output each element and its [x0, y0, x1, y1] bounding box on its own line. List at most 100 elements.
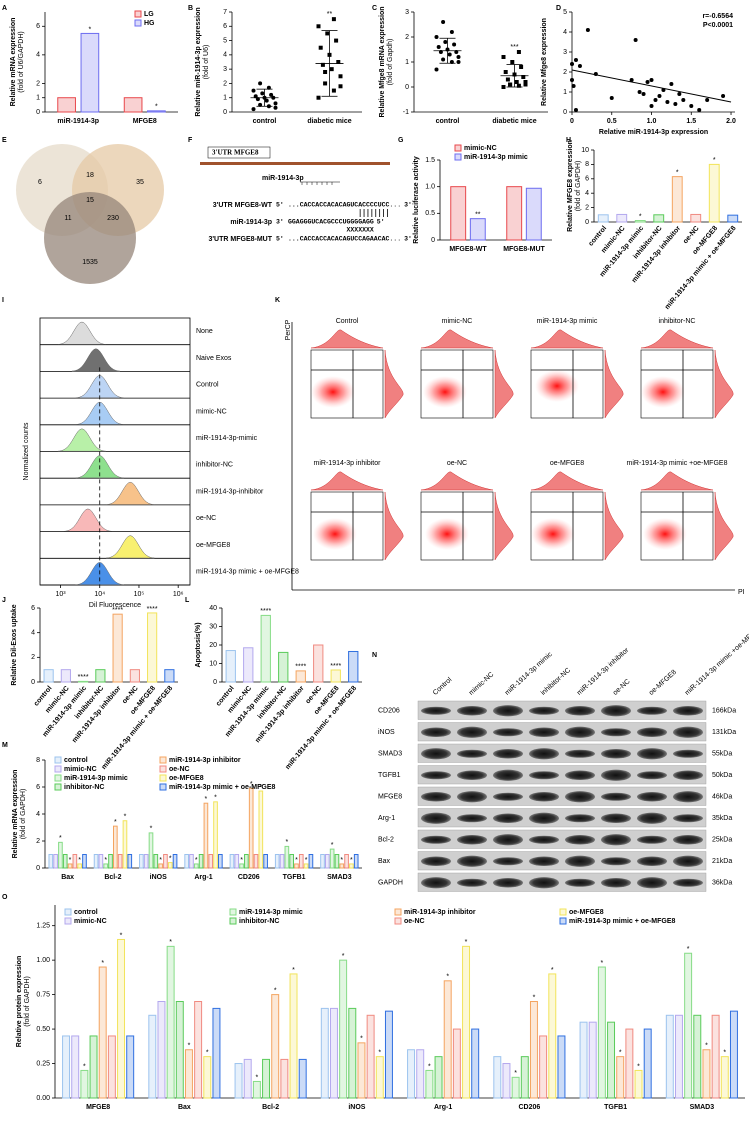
right-histogram: [384, 349, 404, 419]
data-point: [273, 101, 278, 106]
blot-band: [457, 855, 487, 867]
utr-label-box: [207, 146, 271, 159]
x-tick-label: Bcl-2: [104, 874, 121, 881]
bar: [529, 1001, 538, 1099]
bar: [239, 863, 244, 869]
y-tick-label: 0.00: [36, 1095, 50, 1102]
significance: *: [259, 784, 262, 791]
x-tick-label: TGFB1: [604, 1104, 627, 1111]
bar: [117, 938, 126, 1099]
size-label: 50kDa: [712, 772, 732, 779]
plot-title: miR-1914-3p inhibitor: [314, 460, 382, 467]
significance: *: [292, 967, 295, 974]
bar: [175, 1001, 184, 1099]
bar: [139, 854, 144, 869]
blot-band: [493, 748, 523, 759]
significance: ****: [78, 674, 89, 681]
blot-band: [673, 834, 703, 845]
right-histogram: [714, 349, 734, 419]
significance: ****: [147, 606, 158, 613]
data-point: [449, 30, 454, 34]
bar: [95, 669, 106, 683]
blot-strip: [417, 722, 707, 742]
bar: [450, 186, 467, 241]
bar: [112, 613, 123, 683]
y-axis-label: Relative mRNA expression: [10, 18, 17, 107]
bar: [271, 994, 280, 1099]
bar: [117, 854, 123, 869]
utr-bar: [200, 162, 390, 165]
x-tick-label: iNOS: [348, 1104, 365, 1111]
y-tick-label: 0.50: [36, 1026, 50, 1033]
data-point: [325, 31, 330, 36]
seq-end: 3': [404, 236, 412, 243]
bar: [384, 1010, 393, 1099]
y-axis-label: Relative Mfge8 mRNA expression: [379, 7, 386, 118]
y-tick-label: 20: [209, 642, 217, 649]
bar: [126, 1035, 135, 1099]
legend-label: miR-1914-3p mimic: [464, 154, 528, 161]
y-tick-label: 2: [585, 204, 589, 211]
significance: *: [155, 104, 158, 111]
bar: [469, 218, 486, 241]
x-axis-label: Relative miR-1914-3p expression: [599, 129, 708, 136]
bar: [711, 1014, 720, 1099]
lane-label: mimic-NC: [468, 671, 496, 697]
significance: *: [89, 26, 92, 33]
blot-band: [529, 856, 559, 867]
bar: [298, 854, 304, 869]
y-tick-label: 0: [31, 679, 35, 686]
y-tick-label: 0: [585, 219, 589, 226]
bar: [295, 670, 306, 683]
seq-site: ACCCCUCC: [358, 202, 389, 209]
bar: [674, 1014, 683, 1099]
bar: [653, 214, 665, 223]
x-tick-label: CD206: [238, 874, 260, 881]
bar: [597, 214, 609, 223]
blot-strip: [417, 851, 707, 871]
significance: *: [195, 857, 198, 864]
blot-band: [637, 835, 667, 844]
plot-title: miR-1914-3p mimic +oe-MFGE8: [627, 460, 728, 467]
blot-band: [673, 878, 703, 887]
significance: *: [601, 960, 604, 967]
y-axis-label: Relative miR-1914-3p expression: [195, 7, 202, 116]
bar: [693, 1014, 702, 1099]
data-point: [633, 38, 638, 42]
data-point: [501, 55, 506, 59]
legend-swatch: [64, 908, 72, 916]
bar: [520, 1056, 529, 1099]
annotation: P<0.0001: [703, 22, 733, 29]
top-histogram: [420, 471, 494, 491]
bar: [493, 1056, 502, 1099]
y-tick-label: 4: [36, 52, 40, 59]
panel-label: L: [185, 597, 190, 604]
bar: [123, 97, 143, 113]
bar: [147, 110, 166, 113]
bar: [80, 32, 100, 113]
row-label: 3'UTR MFGE8-MUT: [209, 236, 273, 243]
histogram-peak: [106, 481, 155, 505]
bar: [189, 854, 194, 869]
plot-title: oe-MFGE8: [550, 460, 584, 467]
data-point: [577, 64, 582, 68]
row-label: oe-MFGE8: [196, 542, 230, 549]
significance: *: [169, 855, 172, 862]
seq-site: CAGAACAC: [358, 236, 389, 243]
histogram-peak: [57, 321, 106, 345]
blot-band: [565, 791, 595, 803]
panel-label: J: [2, 597, 6, 604]
blot-strip: [417, 872, 707, 892]
x-tick-label: Arg-1: [194, 874, 212, 881]
legend-swatch: [54, 756, 62, 764]
seq-tail: ...: [389, 202, 401, 209]
data-point: [456, 55, 461, 59]
blot-band: [637, 771, 667, 780]
data-point: [316, 95, 321, 100]
bar: [243, 1058, 252, 1099]
y-axis-label: Relative luciferase activity: [413, 156, 420, 244]
bar: [77, 863, 83, 869]
blot-band: [421, 812, 451, 824]
blot-band: [493, 792, 523, 801]
significance: *: [305, 857, 308, 864]
